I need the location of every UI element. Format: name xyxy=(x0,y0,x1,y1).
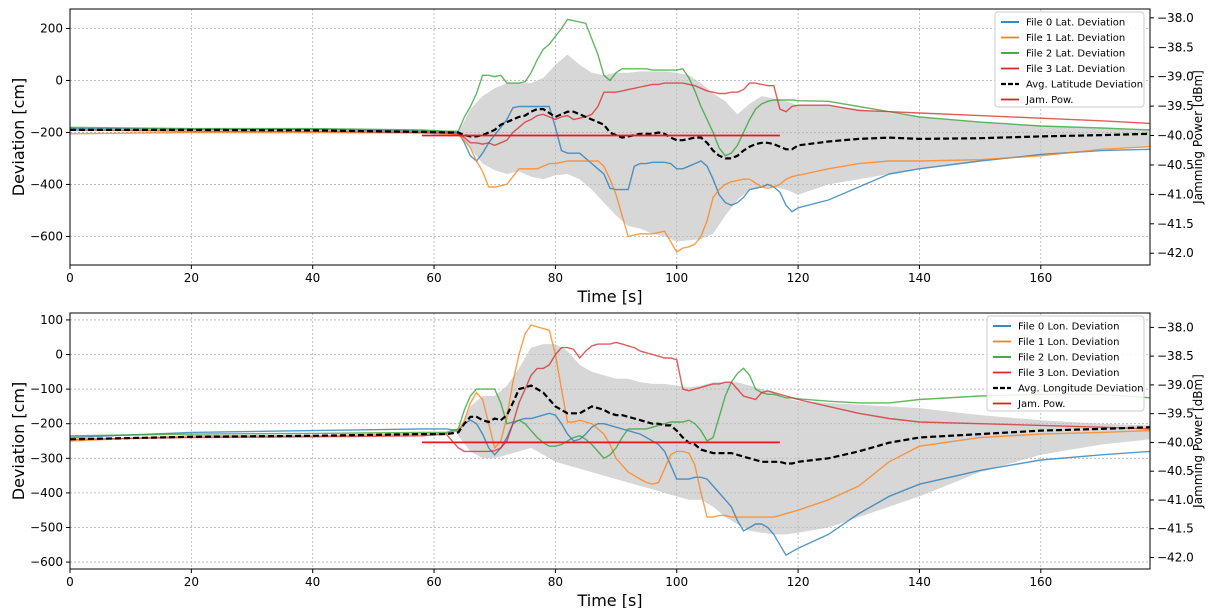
x-tick-label: 20 xyxy=(184,271,199,285)
x-tick-label: 0 xyxy=(66,271,74,285)
legend-entry: File 1 Lon. Deviation xyxy=(1018,337,1120,348)
y-tick-label: 0 xyxy=(55,73,63,87)
x-tick-label: 0 xyxy=(66,575,74,589)
series-line-0 xyxy=(70,412,1150,557)
y2-tick-label: −39.5 xyxy=(1157,407,1194,421)
legend-entry: File 2 Lon. Deviation xyxy=(1018,353,1120,364)
y2-tick-label: −38.0 xyxy=(1157,11,1194,25)
x-tick-label: 120 xyxy=(787,271,810,285)
y2-tick-label: −40.5 xyxy=(1157,464,1194,478)
y2-tick-label: −38.5 xyxy=(1157,349,1194,363)
y2-tick-label: −42.0 xyxy=(1157,246,1194,260)
legend-entry: Jam. Pow. xyxy=(1017,399,1065,410)
y2-tick-label: −40.0 xyxy=(1157,129,1194,143)
y2-tick-label: −41.5 xyxy=(1157,217,1194,231)
y2-axis-title: Jamming Power [dBm] xyxy=(1191,70,1205,205)
y-tick-label: 100 xyxy=(40,313,63,327)
series-line-4 xyxy=(70,108,1150,160)
y-axis-title: Deviation [cm] xyxy=(9,78,28,196)
y-tick-label: −200 xyxy=(30,125,63,139)
deviation-band xyxy=(458,54,1150,242)
y-tick-label: −600 xyxy=(30,555,63,569)
y2-tick-label: −38.0 xyxy=(1157,320,1194,334)
x-tick-label: 140 xyxy=(908,271,931,285)
series-line-1 xyxy=(70,324,1150,518)
y-tick-label: −600 xyxy=(30,229,63,243)
y2-tick-label: −39.5 xyxy=(1157,99,1194,113)
x-tick-label: 120 xyxy=(787,575,810,589)
y-tick-label: −200 xyxy=(30,417,63,431)
y2-tick-label: −39.0 xyxy=(1157,378,1194,392)
x-tick-label: 40 xyxy=(305,575,320,589)
x-tick-label: 60 xyxy=(426,271,441,285)
x-tick-label: 100 xyxy=(665,271,688,285)
latitude-deviation-panel: 0 20 40 60 80 100 120 140 160 200 0 −200 −400 −600 −38… xyxy=(9,8,1205,306)
plot-area xyxy=(70,324,1150,557)
y2-tick-label: −41.5 xyxy=(1157,522,1194,536)
legend-entry: File 0 Lat. Deviation xyxy=(1026,18,1125,29)
x-tick-label: 160 xyxy=(1029,271,1052,285)
plot-frame xyxy=(69,312,1151,570)
series-line-0 xyxy=(70,105,1150,213)
y-tick-label: −400 xyxy=(30,486,63,500)
y2-tick-label: −42.0 xyxy=(1157,550,1194,564)
legend-entry: File 1 Lat. Deviation xyxy=(1026,33,1125,44)
deviation-band xyxy=(458,344,1150,535)
x-axis-title: Time [s] xyxy=(576,287,642,306)
plot-frame xyxy=(69,8,1151,266)
y2-tick-label: −40.0 xyxy=(1157,435,1194,449)
y-tick-label: −500 xyxy=(30,520,63,534)
series-line-2 xyxy=(70,367,1150,460)
y2-tick-label: −41.0 xyxy=(1157,493,1194,507)
x-tick-label: 80 xyxy=(548,575,563,589)
legend-entry: File 3 Lon. Deviation xyxy=(1018,368,1120,379)
legend: File 0 Lat. Deviation File 1 Lat. Deviati… xyxy=(994,11,1145,108)
y2-tick-label: −40.5 xyxy=(1157,158,1194,172)
series-line-4 xyxy=(70,384,1150,465)
legend-entry: Jam. Pow. xyxy=(1025,95,1073,106)
x-tick-label: 140 xyxy=(908,575,931,589)
legend-box xyxy=(986,315,1145,412)
y-tick-label: −400 xyxy=(30,177,63,191)
x-tick-label: 60 xyxy=(426,575,441,589)
y2-axis-title: Jamming Power [dBm] xyxy=(1191,374,1205,509)
y2-tick-label: −38.5 xyxy=(1157,40,1194,54)
plot-area xyxy=(70,18,1150,253)
x-tick-label: 80 xyxy=(548,271,563,285)
y-tick-label: −300 xyxy=(30,451,63,465)
longitude-deviation-panel: 0 20 40 60 80 100 120 140 160 100 0 −100 −200 −300 −40… xyxy=(9,312,1205,608)
y2-tick-label: −41.0 xyxy=(1157,187,1194,201)
x-tick-label: 20 xyxy=(184,575,199,589)
series-line-1 xyxy=(70,131,1150,253)
legend-entry: Avg. Latitude Deviation xyxy=(1026,80,1143,91)
x-tick-label: 100 xyxy=(665,575,688,589)
legend-entry: File 0 Lon. Deviation xyxy=(1018,322,1120,333)
y-axis-title: Deviation [cm] xyxy=(9,382,28,500)
x-tick-label: 160 xyxy=(1029,575,1052,589)
legend-entry: File 3 Lat. Deviation xyxy=(1026,64,1125,75)
legend-box xyxy=(994,11,1145,108)
legend: File 0 Lon. Deviation File 1 Lon. Deviati… xyxy=(986,315,1145,412)
x-tick-label: 40 xyxy=(305,271,320,285)
legend-entry: File 2 Lat. Deviation xyxy=(1026,49,1125,60)
legend-entry: Avg. Longitude Deviation xyxy=(1018,384,1144,395)
y-tick-label: −100 xyxy=(30,382,63,396)
series-line-3 xyxy=(70,82,1150,147)
x-axis-title: Time [s] xyxy=(576,591,642,608)
series-line-3 xyxy=(70,341,1150,453)
y2-tick-label: −39.0 xyxy=(1157,70,1194,84)
y-tick-label: 200 xyxy=(40,21,63,35)
y-tick-label: 0 xyxy=(55,348,63,362)
